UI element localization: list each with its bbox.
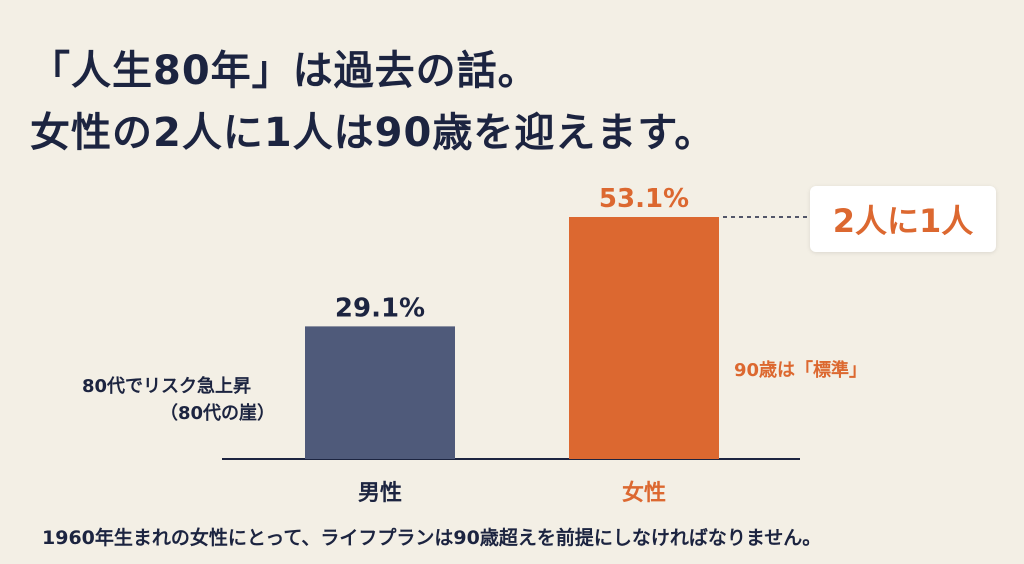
female-note: 90歳は「標準」: [734, 360, 868, 381]
value-label-male: 29.1%: [335, 293, 425, 323]
category-label-female: 女性: [622, 480, 666, 506]
male-note-line-2: （80代の崖）: [160, 403, 276, 424]
value-label-female: 53.1%: [599, 184, 689, 214]
footer-text: 1960年生まれの女性にとって、ライフプランは90歳超えを前提にしなければなりま…: [42, 527, 822, 549]
title-line-1: 「人生80年」は過去の話。: [30, 48, 539, 94]
bar-male: [305, 326, 455, 459]
bar-female: [569, 217, 719, 459]
category-label-male: 男性: [358, 481, 402, 506]
callout-box: 2人に1人: [810, 186, 996, 252]
callout-text: 2人に1人: [832, 202, 974, 240]
title-line-2: 女性の2人に1人は90歳を迎えます。: [30, 110, 716, 156]
male-note-line-1: 80代でリスク急上昇: [82, 376, 252, 397]
